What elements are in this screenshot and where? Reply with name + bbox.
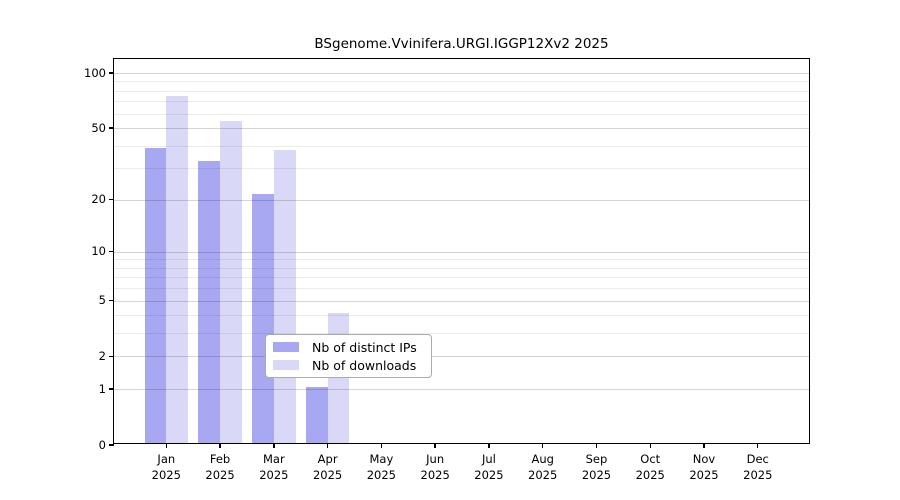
- gridline-100: [114, 73, 809, 74]
- bar-nb-of-distinct-ips-apr-2025: [305, 387, 328, 443]
- gridline-minor-4: [114, 315, 809, 317]
- gridline-minor-70: [114, 101, 809, 103]
- y-tick-label-1: 1: [98, 381, 106, 396]
- gridline-minor-8: [114, 267, 809, 269]
- y-tick-label-2: 2: [98, 348, 106, 363]
- gridline-minor-30: [114, 168, 809, 170]
- legend-label-nb-of-downloads: Nb of downloads: [312, 357, 417, 373]
- bar-nb-of-downloads-mar-2025: [273, 149, 296, 443]
- y-tick-2: [109, 355, 114, 358]
- gridline-5: [114, 300, 809, 302]
- bar-nb-of-distinct-ips-jan-2025: [144, 147, 167, 443]
- x-tick-aug-2025: [541, 443, 544, 448]
- x-tick-sep-2025: [595, 443, 598, 448]
- legend-swatch-nb-of-distinct-ips: [273, 342, 299, 352]
- x-tick-label-jun-2025: Jun 2025: [420, 452, 450, 482]
- gridline-10: [114, 251, 809, 253]
- x-tick-label-jul-2025: Jul 2025: [474, 452, 504, 482]
- x-tick-label-dec-2025: Dec 2025: [743, 452, 773, 482]
- legend-label-nb-of-distinct-ips: Nb of distinct IPs: [312, 339, 417, 355]
- x-tick-jan-2025: [165, 443, 167, 448]
- y-tick-100: [109, 72, 114, 74]
- legend-item-nb-of-distinct-ips: Nb of distinct IPs: [266, 340, 431, 355]
- x-tick-label-sep-2025: Sep 2025: [581, 452, 612, 482]
- gridline-minor-60: [114, 113, 809, 115]
- y-tick-5: [109, 299, 114, 302]
- y-tick-label-10: 10: [91, 244, 106, 259]
- y-tick-50: [109, 127, 114, 129]
- chart-title: BSgenome.Vvinifera.URGI.IGGP12Xv2 2025: [314, 36, 609, 52]
- x-tick-label-jan-2025: Jan 2025: [151, 452, 181, 482]
- x-tick-feb-2025: [219, 443, 221, 448]
- y-tick-label-5: 5: [98, 293, 106, 308]
- gridline-1: [114, 389, 809, 391]
- y-tick-label-50: 50: [91, 120, 106, 135]
- x-tick-oct-2025: [649, 443, 651, 448]
- x-tick-label-nov-2025: Nov 2025: [689, 452, 719, 482]
- x-tick-label-apr-2025: Apr 2025: [312, 452, 343, 482]
- y-tick-1: [109, 388, 114, 390]
- plot-area: Jan 2025 Feb 2025 Mar 2025 Apr 2025 May 2025…: [84, 58, 810, 482]
- gridline-minor-6: [114, 288, 809, 290]
- x-tick-label-mar-2025: Mar 2025: [259, 452, 289, 482]
- legend-item-nb-of-downloads: Nb of downloads: [266, 358, 431, 373]
- bar-nb-of-distinct-ips-mar-2025: [252, 193, 274, 443]
- x-tick-apr-2025: [326, 443, 329, 448]
- x-tick-label-oct-2025: Oct 2025: [635, 452, 665, 482]
- y-tick-20: [109, 198, 114, 201]
- x-tick-may-2025: [380, 443, 383, 448]
- x-tick-jul-2025: [488, 443, 490, 448]
- bar-nb-of-distinct-ips-feb-2025: [198, 161, 221, 443]
- y-tick-10: [109, 251, 114, 253]
- y-tick-label-0: 0: [98, 437, 106, 452]
- x-tick-label-feb-2025: Feb 2025: [205, 452, 235, 482]
- x-tick-nov-2025: [703, 443, 705, 448]
- x-tick-jun-2025: [434, 443, 436, 448]
- gridline-minor-40: [114, 145, 809, 147]
- gridline-2: [114, 356, 809, 358]
- bar-nb-of-downloads-jan-2025: [166, 96, 189, 443]
- gridline-minor-90: [114, 81, 809, 83]
- x-tick-dec-2025: [757, 443, 759, 448]
- y-tick-label-100: 100: [84, 65, 106, 80]
- gridline-20: [114, 199, 809, 201]
- gridline-minor-3: [114, 333, 809, 335]
- gridline-50: [114, 128, 809, 130]
- legend-swatch-nb-of-downloads: [273, 360, 299, 370]
- gridline-minor-9: [114, 259, 809, 261]
- x-tick-label-aug-2025: Aug 2025: [528, 452, 558, 482]
- y-tick-0: [109, 444, 114, 446]
- x-tick-label-may-2025: May 2025: [366, 452, 397, 482]
- bar-nb-of-downloads-feb-2025: [220, 121, 242, 443]
- gridline-minor-7: [114, 277, 809, 279]
- legend: Nb of distinct IPs Nb of downloads: [265, 334, 432, 378]
- gridline-minor-80: [114, 90, 809, 92]
- y-tick-label-20: 20: [91, 192, 106, 207]
- x-tick-mar-2025: [273, 443, 275, 448]
